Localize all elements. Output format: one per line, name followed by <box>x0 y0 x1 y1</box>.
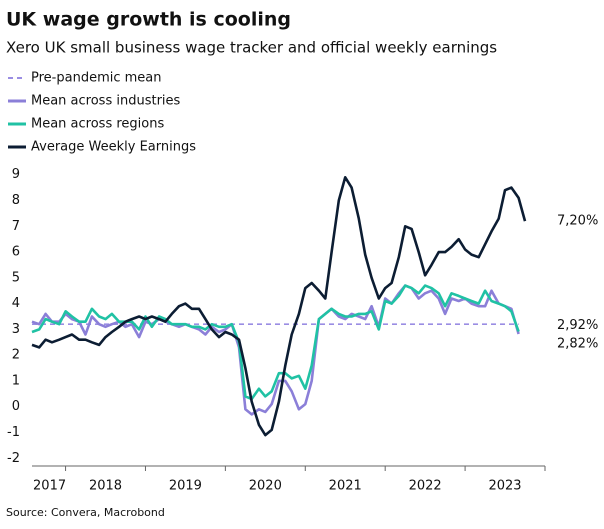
chart-title: UK wage growth is cooling <box>6 9 291 31</box>
y-tick-label: 4 <box>12 296 20 311</box>
series-line <box>31 284 520 401</box>
legend-label: Mean across regions <box>31 117 164 132</box>
end-label: 2,92% <box>557 318 598 333</box>
x-tick-label: 2018 <box>89 479 122 494</box>
end-label: 7,20% <box>557 214 598 229</box>
x-tick-label: 2023 <box>488 479 521 494</box>
y-tick-label: 7 <box>12 219 20 234</box>
y-tick-label: -1 <box>7 425 20 440</box>
x-tick-label: 2022 <box>409 479 442 494</box>
y-tick-label: 2 <box>12 348 20 363</box>
x-tick-label: 2020 <box>249 479 282 494</box>
x-tick-label: 2019 <box>169 479 202 494</box>
y-tick-label: 5 <box>12 270 20 285</box>
y-tick-label: -2 <box>7 451 20 466</box>
chart-subtitle: Xero UK small business wage tracker and … <box>6 39 497 57</box>
x-tick-label: 2017 <box>33 479 66 494</box>
source: Source: Convera, Macrobond <box>6 506 165 519</box>
y-tick-label: 3 <box>12 322 20 337</box>
legend-label: Pre-pandemic mean <box>31 71 162 86</box>
y-tick-label: 6 <box>12 245 20 260</box>
y-tick-label: 8 <box>12 193 20 208</box>
legend-label: Mean across industries <box>31 94 181 109</box>
y-tick-label: 1 <box>12 373 20 388</box>
y-tick-label: 9 <box>12 167 20 182</box>
x-tick-label: 2021 <box>329 479 362 494</box>
end-label: 2,82% <box>557 337 598 352</box>
series-line <box>31 284 520 416</box>
y-tick-label: 0 <box>12 399 20 414</box>
series-line <box>31 176 527 437</box>
legend-label: Average Weekly Earnings <box>31 140 196 155</box>
